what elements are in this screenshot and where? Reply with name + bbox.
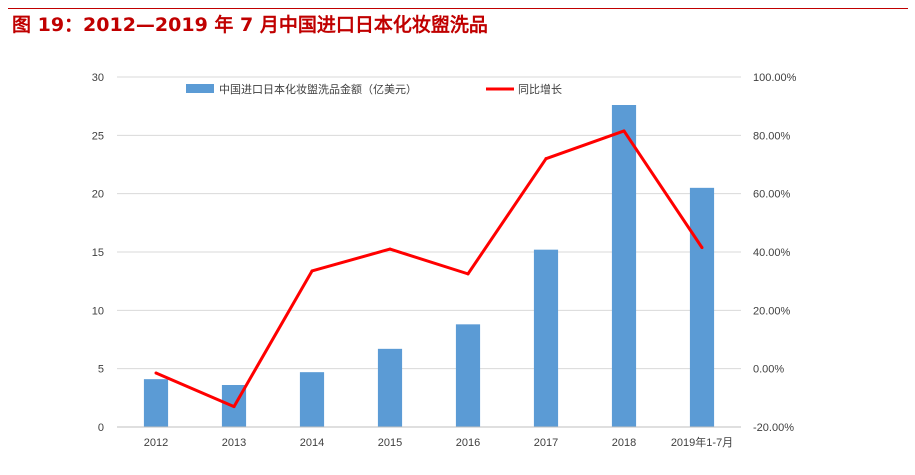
bar [455, 324, 481, 427]
y-left-tick-label: 20 [92, 189, 104, 201]
bar [143, 379, 169, 427]
x-tick-label: 2019年1-7月 [671, 435, 733, 449]
growth-point [700, 246, 704, 250]
y-right-tick-label: 40.00% [753, 247, 791, 259]
y-right-tick-label: 60.00% [753, 189, 791, 201]
y-right-tick-label: -20.00% [753, 422, 794, 434]
growth-point [232, 405, 236, 409]
x-tick-label: 2018 [612, 437, 636, 449]
y-left-tick-label: 15 [92, 247, 104, 259]
y-right-tick-label: 80.00% [753, 130, 791, 142]
bar [611, 105, 637, 427]
gridlines [117, 76, 741, 370]
x-tick-label: 2014 [300, 437, 324, 449]
bar [533, 249, 559, 427]
line-series [154, 129, 704, 409]
axes: 0 5 10 15 20 25 30 -20.00% 0.00% 20.00% 40.00% 60.0… [92, 72, 797, 449]
growth-point [388, 247, 392, 251]
title-rule [8, 8, 908, 9]
growth-line [155, 129, 704, 409]
y-left-tick-label: 10 [92, 305, 104, 317]
x-tick-label: 2017 [534, 437, 558, 449]
legend: 中国进口日本化妆盥洗品金额（亿美元） 同比增长 [186, 82, 562, 96]
x-tick-label: 2016 [456, 437, 480, 449]
bar [299, 372, 325, 427]
y-left-tick-label: 25 [92, 130, 104, 142]
growth-point [310, 269, 314, 273]
bar-series [143, 105, 715, 427]
bar [377, 348, 403, 427]
legend-bar-swatch [186, 84, 214, 93]
y-left-tick-label: 0 [98, 422, 104, 434]
bar [689, 187, 715, 427]
growth-point [622, 129, 626, 133]
growth-point [466, 272, 470, 276]
x-tick-label: 2015 [378, 437, 402, 449]
y-left-tick-label: 30 [92, 72, 104, 84]
x-tick-label: 2013 [222, 437, 246, 449]
figure-title: 图 19：2012—2019 年 7 月中国进口日本化妆盥洗品 [12, 14, 488, 36]
legend-line-label: 同比增长 [518, 82, 562, 96]
x-tick-label: 2012 [144, 437, 168, 449]
y-right-tick-label: 0.00% [753, 364, 784, 376]
y-right-tick-label: 20.00% [753, 305, 791, 317]
y-right-tick-label: 100.00% [753, 72, 797, 84]
growth-point [154, 371, 158, 375]
growth-point [544, 157, 548, 161]
y-left-tick-label: 5 [98, 364, 104, 376]
legend-bar-label: 中国进口日本化妆盥洗品金额（亿美元） [219, 82, 417, 96]
